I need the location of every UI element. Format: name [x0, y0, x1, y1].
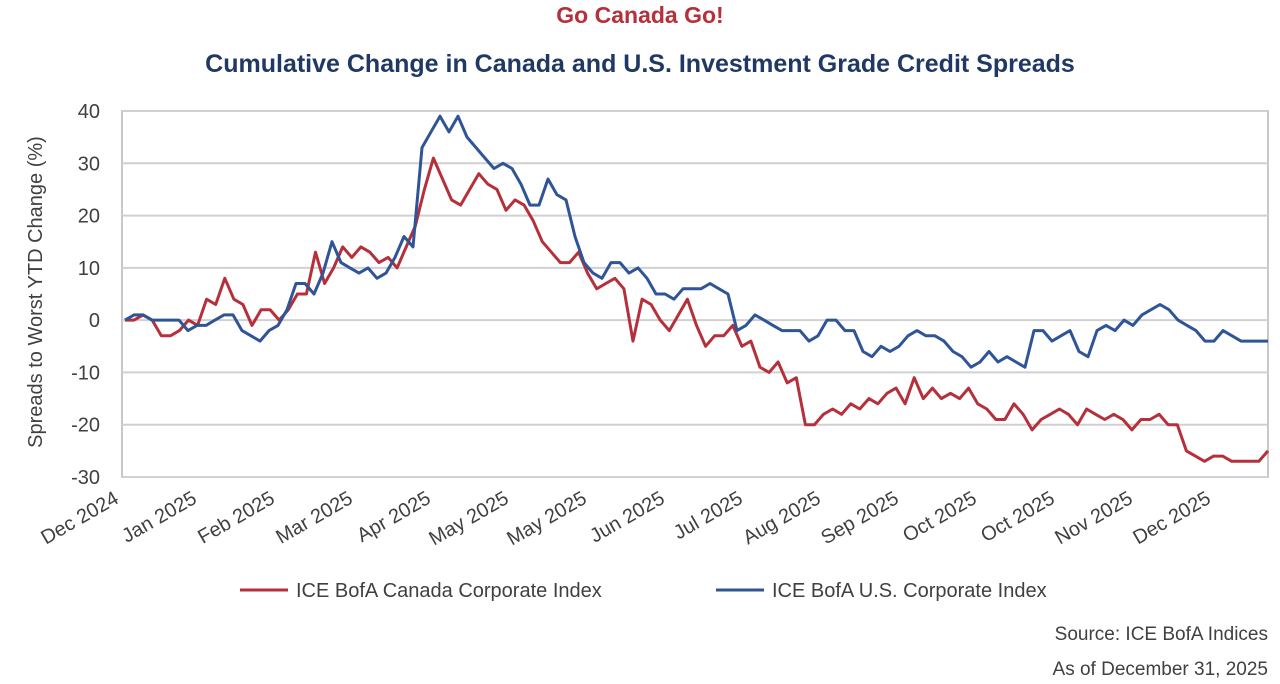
chart-title: Go Canada Go! — [556, 2, 724, 28]
x-tick-label: May 2025 — [425, 487, 512, 550]
x-tick-label: Dec 2024 — [37, 487, 122, 549]
legend-label-canada: ICE BofA Canada Corporate Index — [296, 580, 602, 602]
x-tick-label: Aug 2025 — [739, 487, 824, 549]
y-tick-label: -20 — [71, 415, 100, 437]
y-axis-label: Spreads to Worst YTD Change (%) — [25, 136, 47, 448]
y-tick-label: 10 — [78, 258, 100, 280]
legend-label-us: ICE BofA U.S. Corporate Index — [772, 580, 1047, 602]
x-tick-label: Jun 2025 — [586, 487, 668, 547]
source-note: Source: ICE BofA Indices — [1054, 624, 1268, 645]
y-tick-label: 20 — [78, 206, 100, 228]
y-tick-label: 40 — [78, 101, 100, 123]
as-of-note: As of December 31, 2025 — [1052, 659, 1268, 680]
x-tick-label: Nov 2025 — [1051, 487, 1136, 549]
x-tick-label: Jul 2025 — [670, 487, 746, 544]
x-tick-label: Sep 2025 — [817, 487, 902, 549]
x-tick-label: Apr 2025 — [353, 487, 434, 547]
y-tick-label: 0 — [89, 310, 100, 332]
x-tick-label: May 2025 — [503, 487, 590, 550]
legend: ICE BofA Canada Corporate Index ICE BofA… — [240, 580, 1047, 602]
series-line-us — [124, 114, 1268, 369]
x-tick-label: Oct 2025 — [977, 487, 1058, 547]
y-tick-label: -10 — [71, 362, 100, 384]
x-tick-label: Mar 2025 — [272, 487, 356, 548]
x-tick-label: Jan 2025 — [118, 487, 200, 547]
x-tick-label: Dec 2025 — [1129, 487, 1214, 549]
chart-subtitle: Cumulative Change in Canada and U.S. Inv… — [205, 50, 1075, 78]
x-tick-label: Oct 2025 — [899, 487, 980, 547]
y-tick-label: 30 — [78, 153, 100, 175]
y-tick-label: -30 — [71, 467, 100, 489]
series-line-canada — [125, 156, 1270, 463]
x-tick-label: Feb 2025 — [194, 487, 278, 548]
